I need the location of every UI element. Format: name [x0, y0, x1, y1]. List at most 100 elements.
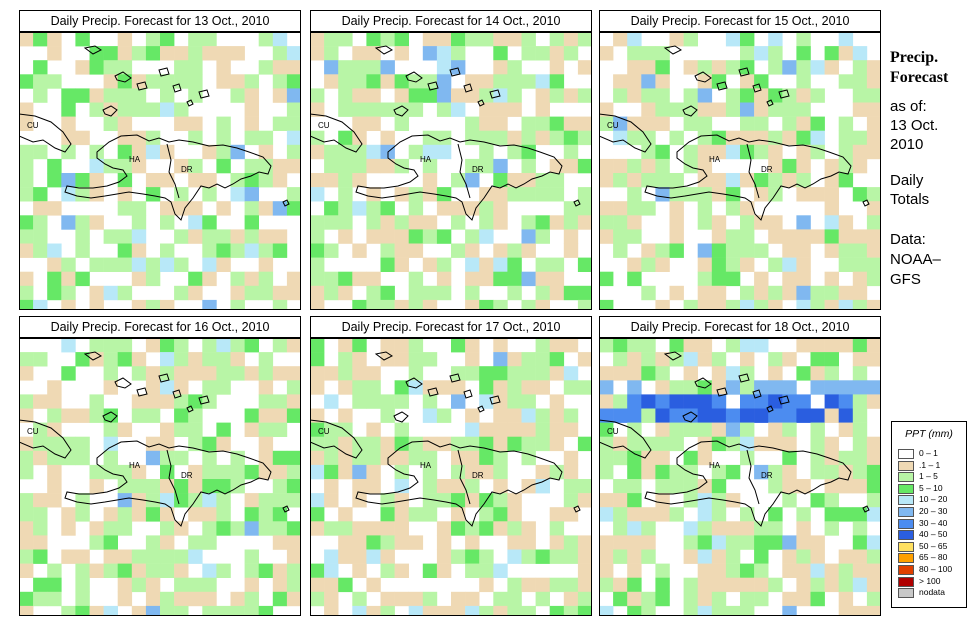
precip-cell: [258, 408, 274, 423]
precip-cell: [711, 102, 727, 117]
precip-cell: [697, 187, 713, 202]
precip-cell: [465, 493, 480, 508]
legend-label: 0 – 1: [919, 448, 938, 458]
precip-cell: [117, 130, 133, 146]
precip-cell: [521, 144, 536, 160]
precip-cell: [627, 201, 642, 216]
precip-cell: [838, 577, 854, 593]
precip-cell: [613, 591, 628, 607]
precip-cell: [740, 605, 755, 616]
precip-cell: [599, 436, 614, 452]
precip-cell: [697, 299, 713, 310]
precip-cell: [599, 380, 614, 395]
precip-cell: [563, 144, 579, 160]
precip-cell: [655, 299, 670, 310]
precip-cell: [768, 422, 783, 437]
precip-cell: [740, 257, 755, 272]
precip-cell: [521, 32, 536, 47]
precip-cell: [740, 366, 755, 381]
precip-cell: [768, 285, 783, 301]
legend-swatch: [898, 483, 914, 494]
legend-label: nodata: [919, 587, 945, 598]
precip-cell: [47, 380, 62, 395]
precip-cell: [549, 88, 565, 103]
precip-cell: [89, 338, 104, 353]
precip-cell: [394, 436, 409, 452]
hispaniola-coastline: [644, 440, 852, 527]
precip-cell: [408, 338, 424, 353]
precip-cell: [782, 116, 797, 131]
precip-cell: [740, 60, 755, 75]
precip-cell: [103, 158, 118, 174]
precip-cell: [697, 116, 713, 131]
precip-cell: [380, 201, 395, 216]
precip-cell: [549, 394, 565, 409]
precip-cell: [866, 352, 881, 367]
precip-cell: [310, 408, 325, 423]
precip-cell: [131, 158, 147, 174]
forecast-panel-16-oct: Daily Precip. Forecast for 16 Oct., 2010…: [19, 316, 301, 616]
precip-cell: [75, 577, 90, 593]
precip-cell: [838, 299, 854, 310]
precip-cell: [655, 46, 670, 61]
precip-cell: [202, 380, 217, 395]
island-coastline: [489, 395, 501, 405]
precip-cell: [577, 187, 592, 202]
island-coastline: [573, 199, 581, 207]
precip-cell: [549, 577, 565, 593]
precip-cell: [866, 271, 881, 287]
island-coastline: [663, 45, 682, 55]
precip-cell: [521, 549, 536, 564]
precip-cell: [324, 521, 339, 536]
precip-cell: [61, 88, 76, 103]
precip-cell: [521, 158, 536, 174]
precip-cell: [451, 521, 466, 536]
island-coastline: [477, 99, 485, 107]
precip-cell: [782, 173, 797, 188]
precip-cell: [19, 173, 34, 188]
precip-cell: [838, 144, 854, 160]
precip-cell: [754, 338, 769, 353]
precip-cell: [613, 479, 628, 494]
precip-cell: [352, 243, 367, 258]
precip-cell: [852, 46, 868, 61]
precip-cell: [725, 436, 741, 452]
precip-cell: [188, 173, 203, 188]
precip-cell: [394, 450, 409, 466]
precip-cell: [599, 229, 614, 244]
island-coastline: [393, 411, 409, 423]
legend-swatch: [898, 460, 914, 471]
precip-cell: [160, 521, 175, 536]
precip-cell: [810, 187, 825, 202]
precip-cell: [549, 549, 565, 564]
precip-cell: [641, 408, 656, 423]
precip-cell: [160, 257, 175, 272]
precip-cell: [436, 605, 452, 616]
precip-cell: [310, 144, 325, 160]
precip-cell: [451, 173, 466, 188]
island-coastline: [186, 405, 194, 413]
precip-cell: [824, 187, 839, 202]
precip-cell: [19, 215, 34, 230]
precip-cell: [61, 144, 76, 160]
precip-cell: [641, 102, 656, 117]
precip-cell: [641, 116, 656, 131]
precip-cell: [230, 229, 245, 244]
precip-cell: [479, 102, 494, 117]
precip-cell: [465, 299, 480, 310]
precip-cell: [47, 271, 62, 287]
precip-cell: [563, 507, 579, 522]
precip-cell: [711, 229, 727, 244]
precip-cell: [352, 394, 367, 409]
precip-cell: [324, 60, 339, 75]
precip-cell: [655, 591, 670, 607]
island-coastline: [694, 71, 712, 83]
legend-label: 10 – 20: [919, 494, 948, 505]
precip-cell: [655, 187, 670, 202]
precip-cell: [711, 436, 727, 452]
precip-cell: [563, 535, 579, 550]
label-dr: DR: [181, 471, 193, 480]
precip-cell: [451, 605, 466, 616]
precip-cell: [711, 271, 727, 287]
precip-cell: [89, 102, 104, 117]
